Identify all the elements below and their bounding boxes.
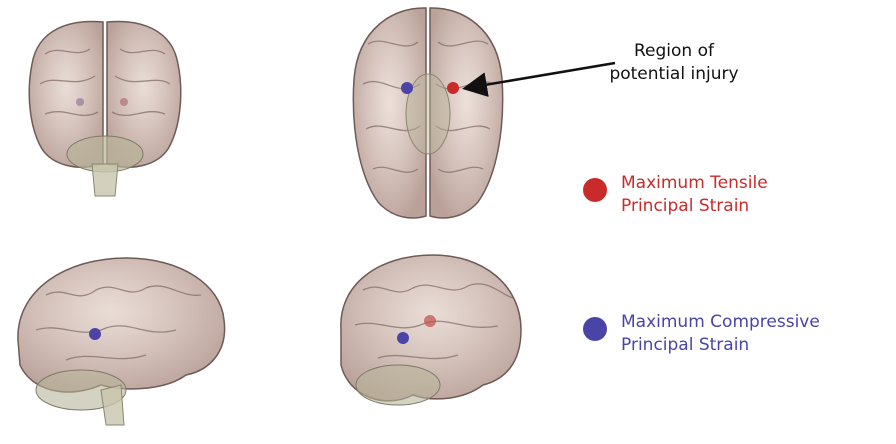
tensile-strain-marker: [120, 98, 128, 106]
legend-label-tensile: Maximum Tensile Principal Strain: [621, 172, 768, 218]
brain-lateral-view-right: [340, 254, 522, 406]
compressive-strain-marker: [76, 98, 84, 106]
legend-tensile-line-1: Maximum Tensile: [621, 173, 768, 193]
brain-frontal-view: [28, 20, 182, 197]
callout-line-1: Region of: [634, 41, 714, 61]
legend-tensile-line-2: Principal Strain: [621, 196, 750, 216]
tensile-strain-marker: [447, 82, 459, 94]
compressive-dot-icon: [583, 317, 607, 341]
callout-arrow: [462, 61, 616, 97]
tensile-dot-icon: [583, 178, 607, 202]
legend-compressive-line-1: Maximum Compressive: [621, 312, 820, 332]
legend-label-compressive: Maximum Compressive Principal Strain: [621, 311, 820, 357]
legend-compressive-line-2: Principal Strain: [621, 335, 750, 355]
brain-superior-view: [352, 7, 504, 219]
compressive-strain-marker: [401, 82, 413, 94]
compressive-strain-marker: [89, 328, 101, 340]
callout-label: Region of potential injury: [594, 40, 754, 86]
tensile-strain-marker: [424, 315, 436, 327]
brain-lateral-view-left: [17, 257, 226, 426]
compressive-strain-marker: [397, 332, 409, 344]
callout-line-2: potential injury: [609, 64, 739, 84]
